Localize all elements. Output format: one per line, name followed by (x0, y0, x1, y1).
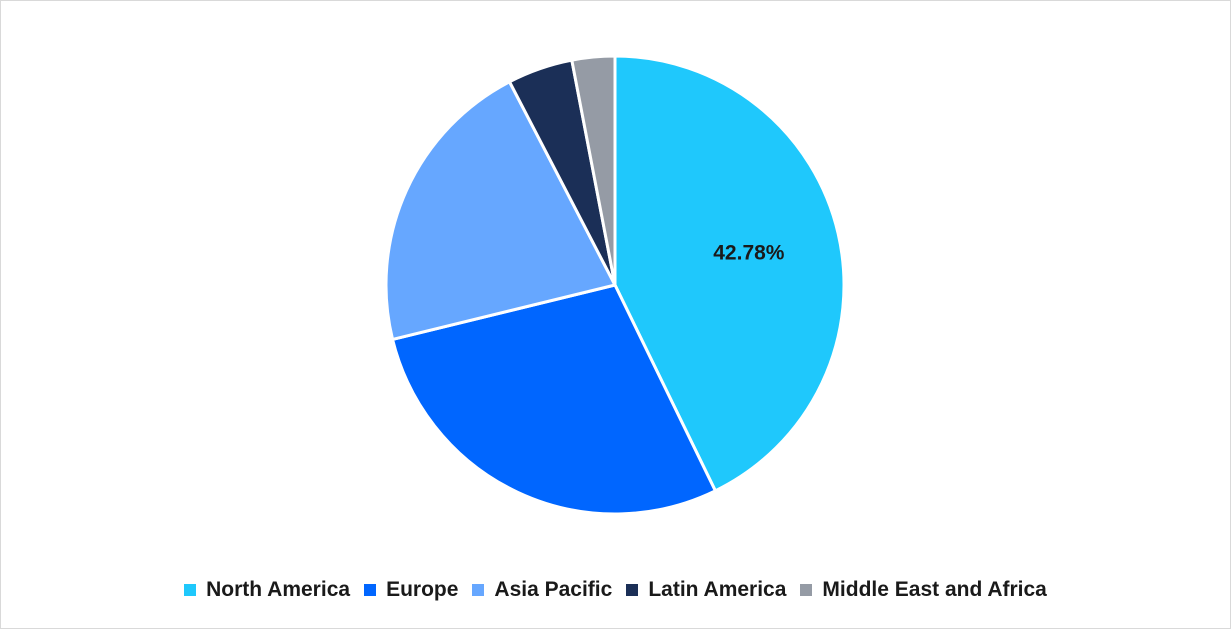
pie-slice-north-america (613, 54, 846, 493)
legend-label-latin-america: Latin America (648, 578, 787, 601)
legend-label-europe: Europe (386, 578, 459, 601)
legend-swatch-asia-pacific (472, 584, 485, 596)
legend-item-europe: Europe (364, 578, 458, 602)
legend-swatch-middle-east-and-africa (800, 584, 813, 596)
legend-label-middle-east-and-africa: Middle East and Africa (822, 578, 1047, 601)
legend-swatch-latin-america (626, 584, 639, 596)
legend-item-middle-east-and-africa: Middle East and Africa (800, 578, 1047, 602)
legend-label-north-america: North America (206, 578, 351, 601)
legend-item-asia-pacific: Asia Pacific (472, 578, 612, 602)
data-label-north-america: 42.78% (713, 242, 785, 265)
legend-label-asia-pacific: Asia Pacific (494, 578, 613, 601)
legend-item-latin-america: Latin America (626, 578, 786, 602)
pie-slice-europe (391, 283, 717, 516)
chart-legend: North America Europe Asia Pacific Latin Ame… (0, 578, 1231, 602)
legend-item-north-america: North America (184, 578, 350, 602)
pie-slice-asia-pacific (384, 80, 617, 341)
legend-swatch-europe (364, 584, 377, 596)
pie-slice-middle-east-and-africa (570, 54, 617, 287)
legend-swatch-north-america (184, 584, 197, 596)
